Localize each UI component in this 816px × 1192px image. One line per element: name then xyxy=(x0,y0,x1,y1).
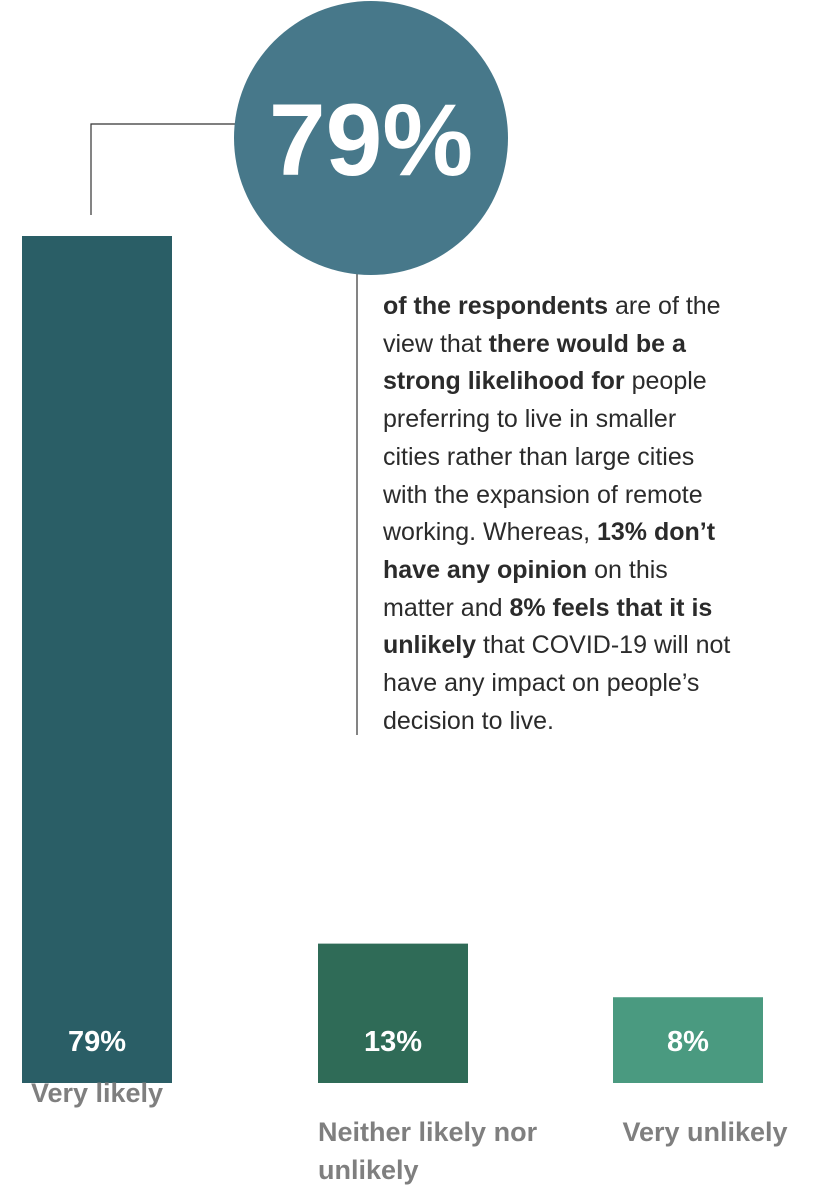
text: that COVID-19 will not xyxy=(476,631,731,660)
text: on this xyxy=(587,555,668,584)
description-line: of the respondents are of the xyxy=(383,288,730,326)
description-line: cities rather than large cities xyxy=(383,439,730,477)
bar xyxy=(613,997,763,1083)
text: are of the xyxy=(608,292,721,320)
text: cities rather than large cities xyxy=(383,442,695,471)
text: working. Whereas, xyxy=(383,518,597,547)
description-line: working. Whereas, 13% don’t xyxy=(383,514,730,552)
text: matter and xyxy=(383,593,510,622)
text: preferring to live in smaller xyxy=(383,405,677,434)
category-label: Very likely xyxy=(30,1078,164,1108)
value-label: 79% xyxy=(68,1026,126,1058)
description-line: with the expansion of remote xyxy=(383,477,730,515)
category-label: Very unlikely xyxy=(622,1117,788,1147)
text: have any impact on people’s xyxy=(383,669,700,698)
value-label: 8% xyxy=(667,1026,709,1058)
description-line: decision to live. xyxy=(383,703,730,741)
text: decision to live. xyxy=(383,706,554,735)
description-line: preferring to live in smaller xyxy=(383,401,730,439)
text: view that xyxy=(383,329,489,358)
bold-text: have any opinion xyxy=(383,555,588,584)
text: with the expansion of remote xyxy=(383,480,703,509)
bold-text: 8% feels that it is xyxy=(509,593,713,622)
bar xyxy=(22,236,172,1083)
bold-text: of the respondents xyxy=(383,292,609,320)
value-label: 13% xyxy=(364,1026,422,1058)
text: people xyxy=(624,367,707,396)
description-line: strong likelihood for people xyxy=(383,363,730,401)
highlight-circle xyxy=(234,1,508,275)
description-line: matter and 8% feels that it is xyxy=(383,590,730,628)
bold-text: there would be a xyxy=(488,329,686,358)
description-line: have any opinion on this xyxy=(383,552,730,590)
category-label: Neither likely nor unlikely xyxy=(318,1117,538,1185)
description: of the respondents are of the view that t… xyxy=(383,288,730,740)
description-line: have any impact on people’s xyxy=(383,665,730,703)
bold-text: strong likelihood for xyxy=(383,367,625,396)
description-line: view that there would be a xyxy=(383,326,730,364)
highlight-text: 79% xyxy=(269,83,473,197)
bold-text: 13% don’t xyxy=(596,518,716,547)
description-line: unlikely that COVID-19 will not xyxy=(383,627,730,665)
bold-text: unlikely xyxy=(383,631,477,660)
bar xyxy=(318,943,468,1083)
connector-line xyxy=(90,123,240,215)
